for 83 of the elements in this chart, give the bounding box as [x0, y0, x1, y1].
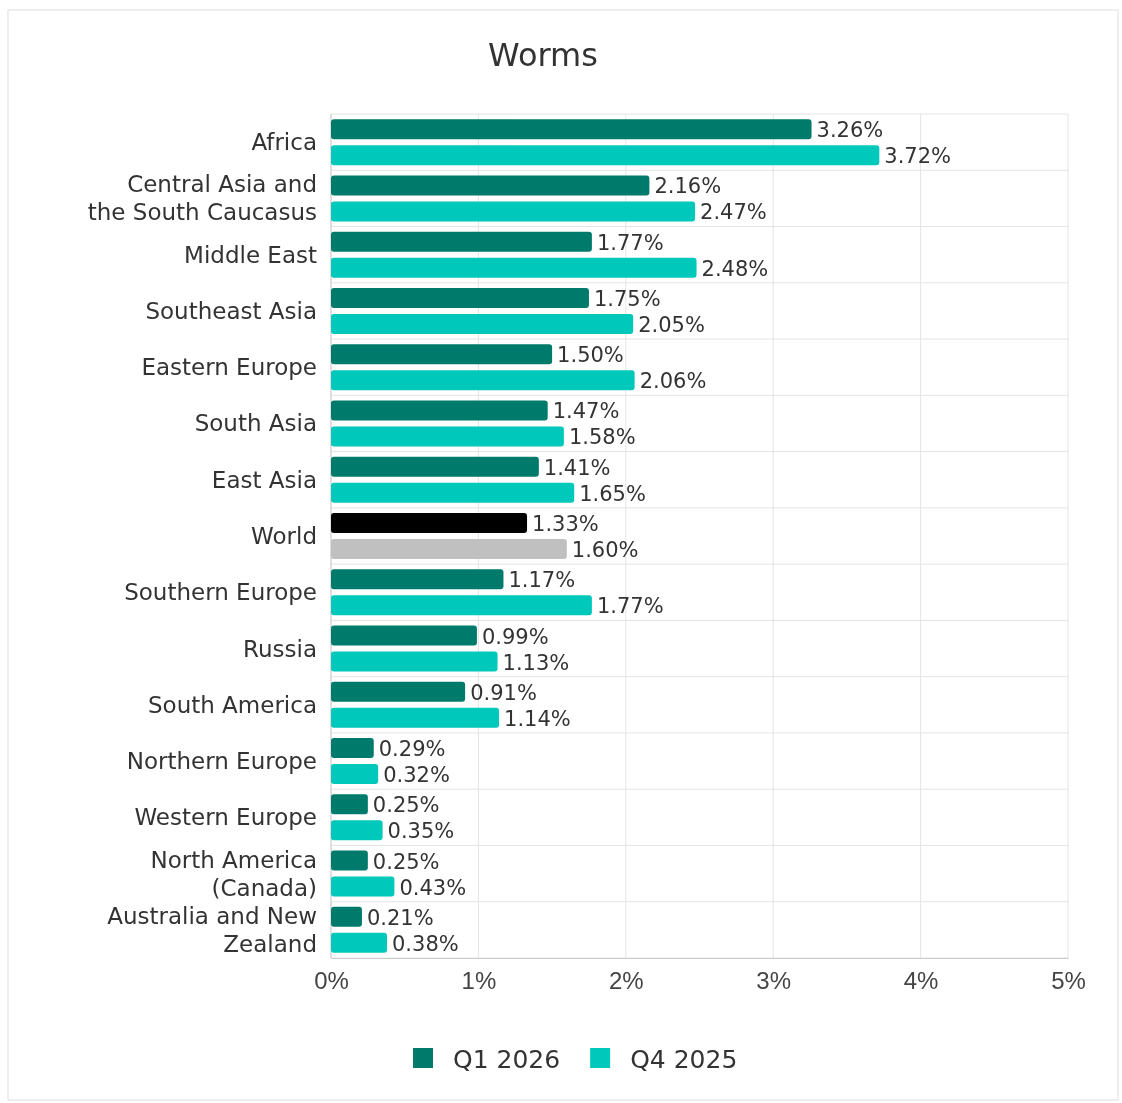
bar — [331, 513, 528, 533]
y-tick-label: East Asia — [211, 466, 317, 493]
data-label: 1.17% — [508, 568, 576, 593]
data-label: 2.05% — [638, 312, 705, 337]
x-tick-label: 5% — [1051, 967, 1086, 995]
data-label: 1.65% — [579, 481, 646, 506]
bar — [331, 820, 383, 841]
data-label: 1.41% — [543, 455, 611, 480]
x-tick-label: 2% — [608, 967, 644, 995]
y-tick-label: Middle East — [184, 241, 317, 268]
bar — [331, 456, 539, 477]
y-tick-label: Eastern Europe — [141, 354, 317, 381]
data-label: 1.77% — [596, 230, 664, 255]
data-label: 0.43% — [399, 875, 467, 900]
bar — [331, 370, 635, 391]
bar — [331, 876, 395, 897]
y-tick-label: Central Asia and the South Caucasus — [87, 171, 317, 226]
data-label: 3.72% — [884, 144, 952, 169]
data-label: 1.13% — [502, 650, 570, 675]
bar — [331, 932, 388, 953]
y-tick-label: World — [251, 523, 317, 549]
y-tick-label: South Asia — [194, 410, 317, 437]
data-label: 0.38% — [392, 931, 459, 956]
data-label: 1.33% — [532, 512, 599, 536]
y-tick-label: North America (Canada) — [150, 846, 317, 901]
data-label: 1.58% — [568, 425, 636, 450]
data-label: 2.47% — [700, 200, 767, 225]
x-tick-label: 1% — [461, 967, 497, 995]
data-label: 0.32% — [383, 763, 450, 788]
data-label: 0.99% — [481, 624, 549, 649]
x-tick-label: 0% — [314, 967, 349, 995]
y-tick-label: Western Europe — [134, 804, 317, 831]
data-label: 0.29% — [378, 737, 446, 762]
data-label: 1.75% — [593, 286, 661, 311]
bar — [331, 400, 548, 421]
data-label: 0.25% — [372, 793, 440, 818]
y-tick-label: Southern Europe — [124, 579, 317, 606]
y-tick-label: Australia and New Zealand — [107, 902, 317, 957]
y-tick-label: Northern Europe — [126, 748, 317, 775]
bar — [331, 201, 696, 222]
data-label: 1.50% — [557, 343, 624, 368]
bar — [331, 906, 362, 927]
bar — [331, 651, 498, 672]
data-label: 3.26% — [816, 118, 884, 143]
bar — [331, 426, 564, 447]
data-label: 1.47% — [552, 399, 620, 424]
y-tick-label: Russia — [243, 635, 317, 662]
y-tick-label: Africa — [251, 129, 317, 156]
bar — [331, 707, 500, 728]
chart-title: Worms — [488, 36, 598, 74]
data-label: 2.06% — [639, 369, 707, 394]
data-label: 0.21% — [366, 905, 434, 930]
y-tick-label: South America — [147, 691, 317, 718]
legend-label: Q1 2026 — [453, 1045, 561, 1074]
x-tick-label: 4% — [903, 967, 939, 995]
data-label: 2.48% — [701, 256, 769, 281]
bar — [331, 569, 504, 590]
bar — [331, 850, 368, 871]
bar — [331, 287, 589, 308]
y-tick-label: Southeast Asia — [145, 297, 317, 324]
data-label: 1.14% — [504, 706, 571, 731]
data-label: 1.77% — [596, 594, 664, 619]
bar — [331, 257, 697, 278]
bar — [331, 794, 368, 815]
bar — [331, 175, 650, 196]
legend-label: Q4 2025 — [630, 1045, 738, 1074]
bar — [331, 145, 880, 166]
data-label: 1.60% — [571, 538, 639, 562]
bar — [331, 681, 466, 702]
data-label: 0.35% — [387, 819, 455, 844]
bar — [331, 764, 379, 785]
bar — [331, 625, 477, 646]
bar — [331, 119, 812, 140]
bar — [331, 313, 634, 334]
data-label: 0.25% — [372, 849, 440, 874]
bar — [331, 482, 575, 503]
data-label: 0.91% — [470, 680, 537, 705]
bar — [331, 231, 592, 252]
bar — [331, 344, 553, 365]
x-tick-label: 3% — [756, 967, 792, 995]
bar — [331, 595, 592, 616]
bar — [331, 738, 374, 759]
data-label: 2.16% — [654, 174, 722, 199]
